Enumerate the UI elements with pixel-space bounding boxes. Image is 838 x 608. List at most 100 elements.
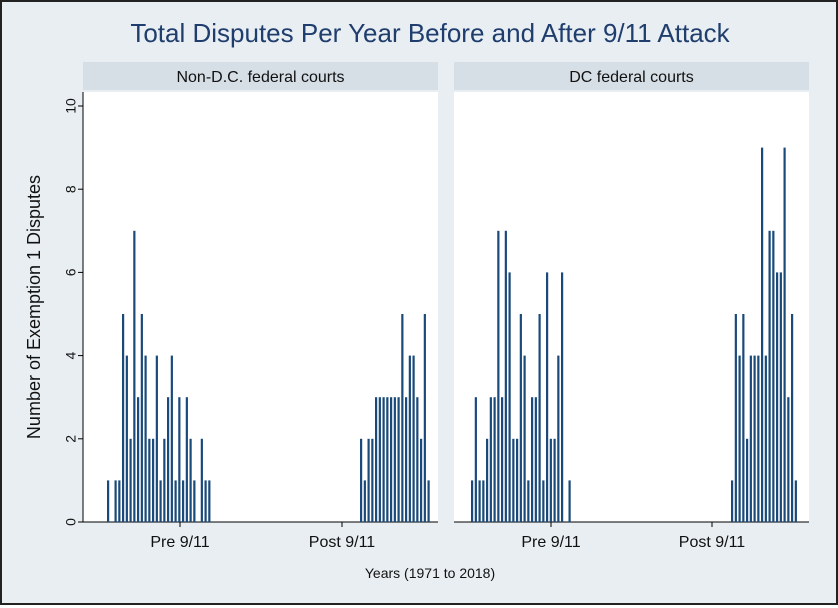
post-911-bar <box>363 480 366 522</box>
pre-911-bar <box>163 438 166 522</box>
pre-911-bar <box>568 480 571 522</box>
pre-911-bar <box>140 314 143 522</box>
pre-911-bar <box>144 355 147 522</box>
post-911-bar <box>412 355 415 522</box>
y-tick-label: 0 <box>63 518 79 526</box>
pre-911-bar <box>534 397 537 522</box>
pre-911-bar <box>114 480 117 522</box>
plot-area <box>83 92 438 522</box>
pre-911-bar <box>501 397 504 522</box>
pre-911-bar <box>148 438 151 522</box>
x-tick-label: Post 9/11 <box>679 534 746 551</box>
chart-title: Total Disputes Per Year Before and After… <box>130 18 730 48</box>
y-tick-label: 4 <box>63 351 79 359</box>
pre-911-bar <box>512 438 515 522</box>
pre-911-bar <box>489 397 492 522</box>
pre-911-bar <box>557 355 560 522</box>
post-911-bar <box>386 397 389 522</box>
post-911-bar <box>757 355 760 522</box>
pre-911-bar <box>170 355 173 522</box>
pre-911-bar <box>561 272 564 522</box>
pre-911-bar <box>185 397 188 522</box>
post-911-bar <box>738 355 741 522</box>
pre-911-bar <box>174 480 177 522</box>
post-911-bar <box>408 355 411 522</box>
pre-911-bar <box>497 230 500 523</box>
pre-911-bar <box>546 272 549 522</box>
pre-911-bar <box>478 480 481 522</box>
pre-911-bar <box>152 438 155 522</box>
pre-911-bar <box>523 355 526 522</box>
pre-911-bar <box>167 397 170 522</box>
pre-911-bar <box>474 397 477 522</box>
pre-911-bar <box>504 230 507 523</box>
post-911-bar <box>390 397 393 522</box>
pre-911-bar <box>508 272 511 522</box>
pre-911-bar <box>527 480 530 522</box>
panel-header <box>454 62 809 90</box>
pre-911-bar <box>200 438 203 522</box>
post-911-bar <box>746 438 749 522</box>
pre-911-bar <box>193 480 196 522</box>
pre-911-bar <box>519 314 522 522</box>
post-911-bar <box>360 438 363 522</box>
pre-911-bar <box>471 480 474 522</box>
post-911-bar <box>787 397 790 522</box>
x-axis-label: Years (1971 to 2018) <box>365 565 495 581</box>
post-911-bar <box>378 397 381 522</box>
plot-area <box>454 92 809 522</box>
post-911-bar <box>753 355 756 522</box>
pre-911-bar <box>107 480 110 522</box>
post-911-bar <box>794 480 797 522</box>
y-tick-label: 8 <box>63 185 79 193</box>
pre-911-bar <box>493 397 496 522</box>
pre-911-bar <box>486 438 489 522</box>
post-911-bar <box>783 147 786 522</box>
post-911-bar <box>401 314 404 522</box>
panel-header <box>83 62 438 90</box>
pre-911-bar <box>482 480 485 522</box>
pre-911-bar <box>531 397 534 522</box>
pre-911-bar <box>553 438 556 522</box>
post-911-bar <box>791 314 794 522</box>
post-911-bar <box>416 397 419 522</box>
post-911-bar <box>779 272 782 522</box>
post-911-bar <box>776 272 779 522</box>
post-911-bar <box>772 230 775 523</box>
pre-911-bar <box>178 397 181 522</box>
pre-911-bar <box>538 314 541 522</box>
pre-911-bar <box>137 397 140 522</box>
post-911-bar <box>749 355 752 522</box>
pre-911-bar <box>204 480 207 522</box>
post-911-bar <box>397 397 400 522</box>
post-911-bar <box>768 230 771 523</box>
post-911-bar <box>731 480 734 522</box>
panels-group: Non-D.C. federal courts 0 2 4 6 8 10 Pre 9/11 Po… <box>63 62 809 551</box>
post-911-bar <box>393 397 396 522</box>
y-axis-label: Number of Exemption 1 Disputes <box>24 175 44 439</box>
pre-911-bar <box>129 438 132 522</box>
pre-911-bar <box>155 355 158 522</box>
post-911-bar <box>761 147 764 522</box>
pre-911-bar <box>118 480 121 522</box>
post-911-bar <box>375 397 378 522</box>
post-911-bar <box>427 480 430 522</box>
panel-title: Non-D.C. federal courts <box>176 69 344 86</box>
post-911-bar <box>371 438 374 522</box>
pre-911-bar <box>133 230 136 523</box>
post-911-bar <box>367 438 370 522</box>
post-911-bar <box>742 314 745 522</box>
pre-911-bar <box>542 480 545 522</box>
pre-911-bar <box>182 480 185 522</box>
x-tick-label: Post 9/11 <box>309 534 376 551</box>
pre-911-bar <box>208 480 211 522</box>
pre-911-bar <box>516 438 519 522</box>
panel-title: DC federal courts <box>569 69 694 86</box>
post-911-bar <box>382 397 385 522</box>
y-tick-label: 10 <box>63 98 79 114</box>
post-911-bar <box>420 438 423 522</box>
post-911-bar <box>764 355 767 522</box>
pre-911-bar <box>125 355 128 522</box>
